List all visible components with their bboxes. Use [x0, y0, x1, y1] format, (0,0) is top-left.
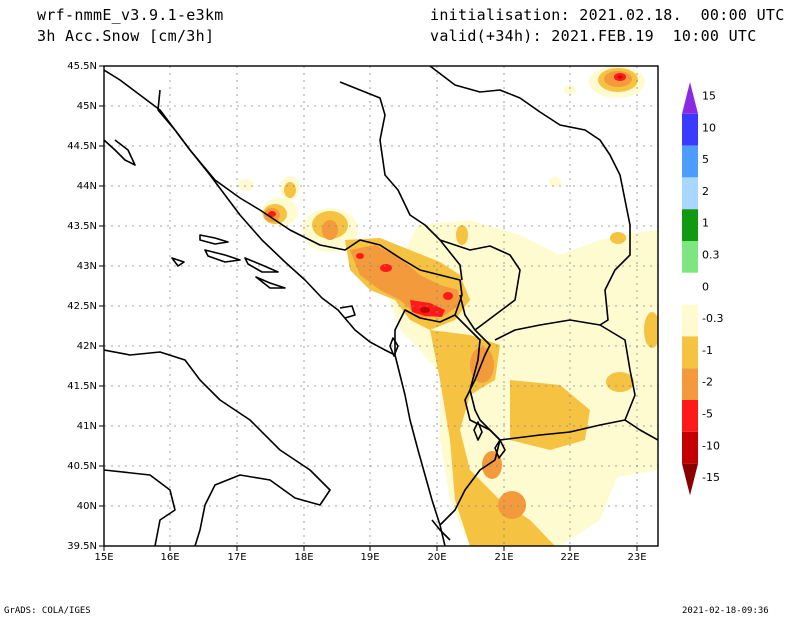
lat-label: 42N: [77, 341, 97, 352]
colorbar-swatch: [682, 336, 698, 369]
colorbar-label: -10: [702, 439, 720, 452]
colorbar-swatch: [682, 177, 698, 210]
lat-label: 45N: [77, 101, 97, 112]
lat-label: 41N: [77, 421, 97, 432]
lon-label: 22E: [560, 552, 579, 563]
lat-label: 42.5N: [67, 301, 97, 312]
colorbar-label: -1: [702, 344, 713, 357]
colorbar-label: 5: [702, 153, 709, 166]
lon-label: 17E: [227, 552, 246, 563]
lon-label: 21E: [494, 552, 513, 563]
footer-timestamp: 2021-02-18-09:36: [682, 606, 769, 616]
lon-label: 15E: [94, 552, 113, 563]
colorbar-label: -0.3: [702, 312, 723, 325]
colorbar-label: 15: [702, 89, 716, 102]
lon-label: 23E: [627, 552, 646, 563]
longitude-labels: 15E 16E 17E 18E 19E 20E 21E 22E 23E: [94, 552, 646, 563]
colorbar-swatch: [682, 431, 698, 464]
valid-time: valid(+34h): 2021.FEB.19 10:00 UTC: [430, 27, 757, 45]
colorbar-swatch: [682, 209, 698, 241]
lon-label: 19E: [360, 552, 379, 563]
lon-label: 16E: [160, 552, 179, 563]
colorbar-swatch: [682, 368, 698, 400]
colorbar: 15 10 5 2 1 0.3 0 -0.3 -1 -2 -5 -10 -15: [682, 82, 723, 496]
graticule: [104, 66, 658, 546]
initialisation-time: initialisation: 2021.02.18. 00:00 UTC: [430, 6, 785, 24]
colorbar-label: -15: [702, 471, 720, 484]
lat-label: 43N: [77, 261, 97, 272]
colorbar-label: 10: [702, 121, 716, 134]
colorbar-label: -2: [702, 376, 713, 389]
coastlines-borders: [104, 66, 658, 546]
colorbar-swatch: [682, 463, 698, 496]
colorbar-swatch: [682, 272, 698, 305]
colorbar-swatch: [682, 113, 698, 146]
lat-label: 40.5N: [67, 461, 97, 472]
footer-credit: GrADS: COLA/IGES: [4, 606, 91, 616]
tick-marks: [99, 65, 638, 551]
lat-label: 41.5N: [67, 381, 97, 392]
colorbar-label: 0.3: [702, 248, 720, 261]
model-title: wrf-nmmE_v3.9.1-e3km: [37, 6, 224, 24]
lat-label: 39.5N: [67, 541, 97, 552]
colorbar-swatch: [682, 82, 698, 114]
lat-label: 45.5N: [67, 61, 97, 72]
colorbar-label: 0: [702, 280, 709, 293]
snow-extreme-area: [420, 75, 622, 313]
colorbar-swatch: [682, 400, 698, 432]
lat-label: 43.5N: [67, 221, 97, 232]
colorbar-label: -5: [702, 407, 713, 420]
colorbar-swatch: [682, 145, 698, 178]
lat-label: 44.5N: [67, 141, 97, 152]
colorbar-swatch: [682, 304, 698, 337]
lat-label: 40N: [77, 501, 97, 512]
variable-title: 3h Acc.Snow [cm/3h]: [37, 27, 215, 45]
colorbar-label: 2: [702, 185, 709, 198]
lon-label: 20E: [427, 552, 446, 563]
colorbar-label: 1: [702, 217, 709, 230]
lat-label: 44N: [77, 181, 97, 192]
snow-field: [104, 66, 658, 546]
colorbar-swatch: [682, 241, 698, 273]
snow-heavy-area: [264, 71, 632, 519]
lon-label: 18E: [294, 552, 313, 563]
latitude-labels: 39.5N 40N 40.5N 41N 41.5N 42N 42.5N 43N …: [67, 61, 97, 552]
